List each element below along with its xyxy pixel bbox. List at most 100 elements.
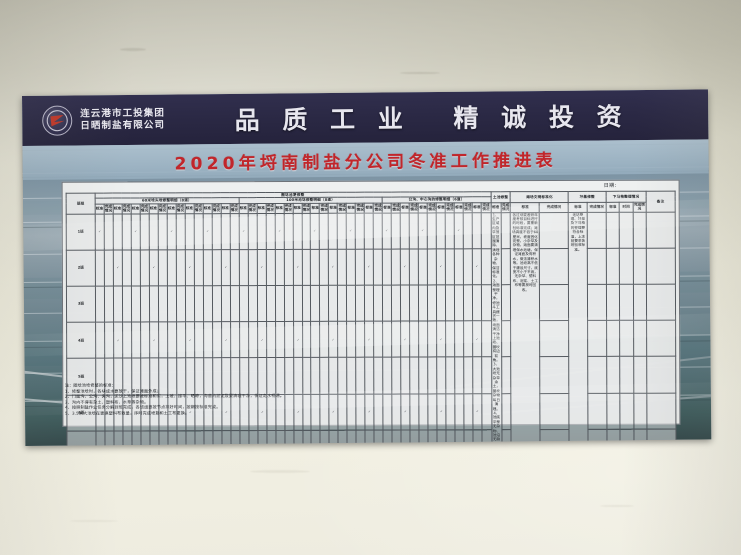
progress-cell[interactable] bbox=[427, 212, 437, 249]
progress-cell[interactable] bbox=[203, 285, 213, 322]
progress-cell[interactable]: ✓ bbox=[113, 322, 123, 359]
progress-cell[interactable] bbox=[266, 321, 276, 358]
xiamage-cell-0[interactable] bbox=[606, 248, 620, 285]
progress-cell[interactable] bbox=[409, 248, 419, 286]
progress-cell[interactable] bbox=[382, 285, 392, 322]
progress-cell[interactable]: ✓ bbox=[130, 213, 141, 250]
progress-cell[interactable] bbox=[184, 213, 195, 250]
progress-cell[interactable]: ✓ bbox=[185, 249, 195, 286]
xiamage-cell-1[interactable] bbox=[619, 320, 634, 357]
progress-cell[interactable] bbox=[338, 429, 348, 446]
remark-cell[interactable] bbox=[646, 247, 676, 285]
remark-cell[interactable] bbox=[646, 211, 676, 249]
progress-cell[interactable] bbox=[320, 430, 330, 446]
progress-cell[interactable] bbox=[454, 284, 464, 322]
progress-cell[interactable] bbox=[158, 322, 168, 359]
progress-cell[interactable] bbox=[185, 285, 195, 322]
progress-cell[interactable]: ✓ bbox=[131, 430, 141, 446]
progress-cell[interactable] bbox=[274, 285, 285, 322]
progress-cell[interactable] bbox=[482, 429, 492, 446]
progress-cell[interactable] bbox=[265, 249, 275, 286]
remark-cell[interactable] bbox=[646, 284, 676, 321]
progress-cell[interactable] bbox=[158, 249, 168, 286]
progress-cell[interactable] bbox=[373, 285, 383, 322]
progress-cell[interactable] bbox=[220, 213, 230, 250]
xiamage-cell-0[interactable] bbox=[606, 320, 620, 357]
xiamage-cell-1[interactable] bbox=[619, 284, 634, 321]
progress-cell[interactable] bbox=[158, 285, 168, 323]
progress-cell[interactable] bbox=[401, 429, 411, 446]
progress-cell[interactable] bbox=[337, 249, 347, 286]
completion-cell-tanchang[interactable] bbox=[540, 429, 570, 446]
progress-cell[interactable] bbox=[149, 285, 159, 323]
progress-cell[interactable] bbox=[463, 212, 473, 249]
progress-cell[interactable] bbox=[247, 249, 258, 286]
progress-cell[interactable]: ✓ bbox=[149, 322, 159, 359]
progress-cell[interactable] bbox=[374, 429, 384, 446]
progress-cell[interactable] bbox=[284, 430, 294, 446]
progress-cell[interactable]: ✓ bbox=[418, 212, 428, 249]
completion-cell-tuchi[interactable] bbox=[501, 320, 512, 358]
progress-cell[interactable] bbox=[140, 430, 150, 446]
progress-cell[interactable] bbox=[247, 213, 257, 250]
progress-cell[interactable] bbox=[239, 321, 249, 358]
progress-cell[interactable] bbox=[427, 248, 437, 285]
progress-cell[interactable] bbox=[131, 285, 141, 323]
progress-cell[interactable] bbox=[337, 285, 347, 322]
completion-cell-weiji[interactable] bbox=[588, 429, 608, 446]
progress-cell[interactable] bbox=[239, 285, 249, 322]
progress-cell[interactable] bbox=[473, 429, 483, 446]
progress-cell[interactable] bbox=[176, 430, 186, 446]
progress-cell[interactable] bbox=[257, 285, 267, 322]
completion-cell-tuchi[interactable] bbox=[500, 248, 511, 285]
progress-cell[interactable] bbox=[211, 249, 222, 286]
progress-cell[interactable] bbox=[481, 284, 492, 321]
progress-cell[interactable] bbox=[274, 249, 284, 286]
progress-cell[interactable]: ✓ bbox=[382, 212, 392, 249]
progress-cell[interactable] bbox=[248, 285, 258, 322]
progress-cell[interactable]: ✓ bbox=[400, 321, 411, 358]
progress-cell[interactable]: ✓ bbox=[364, 248, 374, 286]
xiamage-cell-1[interactable] bbox=[620, 428, 634, 446]
progress-cell[interactable] bbox=[337, 212, 347, 250]
xiamage-cell-2[interactable] bbox=[633, 428, 647, 446]
progress-cell[interactable] bbox=[104, 286, 114, 323]
xiamage-cell-0[interactable] bbox=[606, 429, 621, 446]
progress-cell[interactable] bbox=[445, 212, 455, 249]
progress-cell[interactable] bbox=[221, 285, 231, 322]
progress-cell[interactable] bbox=[328, 212, 338, 250]
progress-cell[interactable] bbox=[391, 285, 401, 322]
progress-cell[interactable]: ✓ bbox=[455, 429, 465, 446]
progress-cell[interactable]: ✓ bbox=[221, 321, 231, 359]
progress-cell[interactable] bbox=[301, 285, 312, 322]
progress-cell[interactable]: ✓ bbox=[472, 248, 482, 285]
progress-cell[interactable] bbox=[175, 213, 186, 250]
progress-cell[interactable] bbox=[122, 322, 132, 359]
progress-cell[interactable]: ✓ bbox=[436, 321, 446, 358]
completion-cell-weiji[interactable] bbox=[587, 211, 607, 249]
progress-cell[interactable] bbox=[409, 212, 419, 249]
progress-cell[interactable] bbox=[140, 249, 150, 286]
progress-cell[interactable] bbox=[310, 249, 320, 286]
progress-cell[interactable] bbox=[410, 429, 420, 446]
completion-cell-tuchi[interactable] bbox=[500, 284, 512, 321]
completion-cell-tanchang[interactable] bbox=[539, 320, 569, 357]
progress-cell[interactable] bbox=[391, 248, 401, 286]
progress-cell[interactable] bbox=[454, 321, 464, 358]
progress-cell[interactable]: ✓ bbox=[185, 321, 195, 359]
progress-cell[interactable]: ✓ bbox=[292, 249, 302, 286]
progress-cell[interactable]: ✓ bbox=[293, 321, 303, 358]
progress-cell[interactable] bbox=[95, 322, 105, 359]
progress-cell[interactable]: ✓ bbox=[347, 429, 357, 446]
progress-cell[interactable] bbox=[194, 285, 204, 322]
progress-cell[interactable] bbox=[284, 321, 294, 358]
progress-cell[interactable]: ✓ bbox=[256, 249, 267, 286]
progress-cell[interactable] bbox=[328, 285, 339, 322]
progress-cell[interactable] bbox=[418, 284, 428, 322]
progress-cell[interactable] bbox=[364, 212, 374, 249]
progress-cell[interactable] bbox=[266, 285, 276, 322]
progress-cell[interactable] bbox=[463, 248, 473, 285]
progress-cell[interactable] bbox=[167, 322, 177, 359]
progress-cell[interactable] bbox=[382, 321, 393, 358]
progress-cell[interactable] bbox=[176, 321, 186, 359]
